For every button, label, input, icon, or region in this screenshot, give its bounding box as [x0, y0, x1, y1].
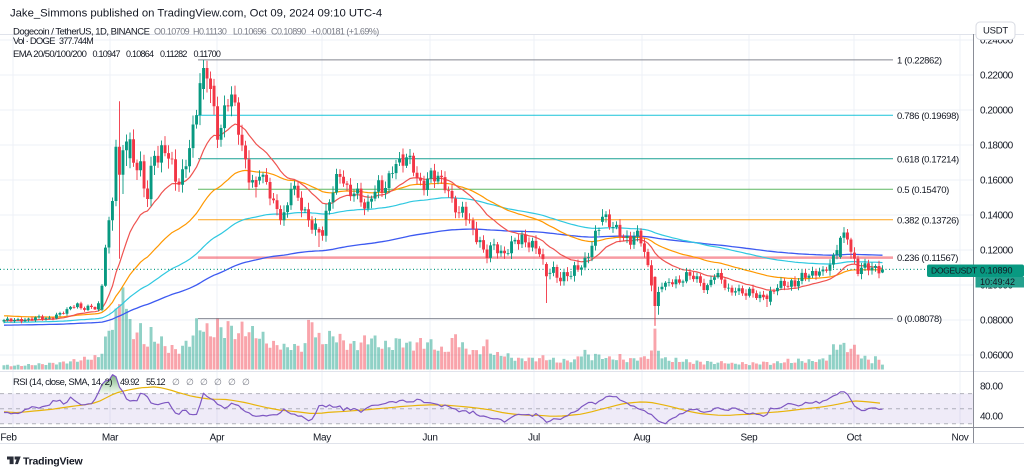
svg-text:0.786 (0.19698): 0.786 (0.19698) [897, 111, 959, 122]
svg-text:0.16000: 0.16000 [980, 176, 1014, 187]
svg-text:49.92: 49.92 [120, 377, 140, 387]
svg-text:80.00: 80.00 [980, 382, 1003, 393]
svg-text:0 (0.08078): 0 (0.08078) [897, 314, 942, 325]
svg-text:0.20000: 0.20000 [980, 106, 1014, 117]
svg-text:∅: ∅ [228, 377, 236, 387]
svg-text:Feb: Feb [0, 433, 17, 444]
svg-text:RSI (14, close, SMA, 14, 2): RSI (14, close, SMA, 14, 2) [13, 377, 112, 388]
svg-text:Dogecoin / TetherUS, 1D, BINAN: Dogecoin / TetherUS, 1D, BINANCE [13, 27, 150, 38]
svg-text:C0.10890: C0.10890 [271, 27, 306, 37]
svg-text:Apr: Apr [210, 433, 226, 444]
svg-text:∅: ∅ [214, 377, 222, 387]
svg-text:O0.10709: O0.10709 [154, 27, 190, 37]
svg-text:Jake_Simmons published on Trad: Jake_Simmons published on TradingView.co… [10, 8, 382, 20]
svg-text:Vol · DOGE: Vol · DOGE [13, 36, 55, 47]
svg-text:Nov: Nov [952, 433, 969, 444]
svg-text:L0.10696: L0.10696 [233, 27, 267, 37]
svg-text:40.00: 40.00 [980, 412, 1003, 423]
svg-text:USDT: USDT [983, 26, 1008, 37]
svg-text:May: May [313, 433, 331, 444]
svg-text:∅: ∅ [242, 377, 250, 387]
svg-text:0.236 (0.11567): 0.236 (0.11567) [897, 253, 958, 264]
svg-text:0.10890: 0.10890 [980, 266, 1013, 276]
svg-text:∅: ∅ [186, 377, 194, 387]
svg-text:0.382 (0.13726): 0.382 (0.13726) [897, 215, 959, 226]
svg-text:10:49:42: 10:49:42 [980, 277, 1015, 287]
svg-text:∅: ∅ [200, 377, 208, 387]
svg-text:0.14000: 0.14000 [980, 211, 1014, 222]
svg-text:TradingView: TradingView [23, 456, 83, 468]
svg-text:∅: ∅ [172, 377, 180, 387]
svg-text:+0.00181 (+1.69%): +0.00181 (+1.69%) [311, 27, 379, 37]
svg-text:Mar: Mar [102, 433, 119, 444]
svg-text:EMA 20/50/100/200: EMA 20/50/100/200 [13, 49, 87, 60]
svg-text:0.10947: 0.10947 [93, 49, 121, 59]
svg-text:55.12: 55.12 [146, 377, 166, 387]
svg-text:0.12000: 0.12000 [980, 246, 1014, 257]
svg-text:Jul: Jul [528, 433, 540, 444]
svg-text:0.11282: 0.11282 [160, 49, 187, 59]
svg-text:0.5 (0.15470): 0.5 (0.15470) [897, 185, 949, 196]
svg-text:DOGEUSDT: DOGEUSDT [931, 266, 977, 276]
svg-text:0.11700: 0.11700 [194, 49, 221, 59]
svg-text:H0.11130: H0.11130 [193, 27, 227, 37]
svg-text:Sep: Sep [741, 433, 759, 444]
svg-text:0.22000: 0.22000 [980, 71, 1014, 82]
svg-text:0.24000: 0.24000 [980, 36, 1014, 47]
svg-text:0.06000: 0.06000 [980, 351, 1014, 362]
svg-text:0.618 (0.17214): 0.618 (0.17214) [897, 154, 959, 165]
svg-text:Oct: Oct [847, 433, 862, 444]
svg-text:Jun: Jun [422, 433, 437, 444]
svg-text:0.10864: 0.10864 [126, 49, 154, 59]
svg-text:Aug: Aug [634, 433, 651, 444]
svg-text:377.744M: 377.744M [59, 36, 93, 46]
svg-text:1 (0.22862): 1 (0.22862) [897, 55, 942, 66]
svg-text:0.08000: 0.08000 [980, 316, 1014, 327]
svg-text:0.18000: 0.18000 [980, 141, 1014, 152]
